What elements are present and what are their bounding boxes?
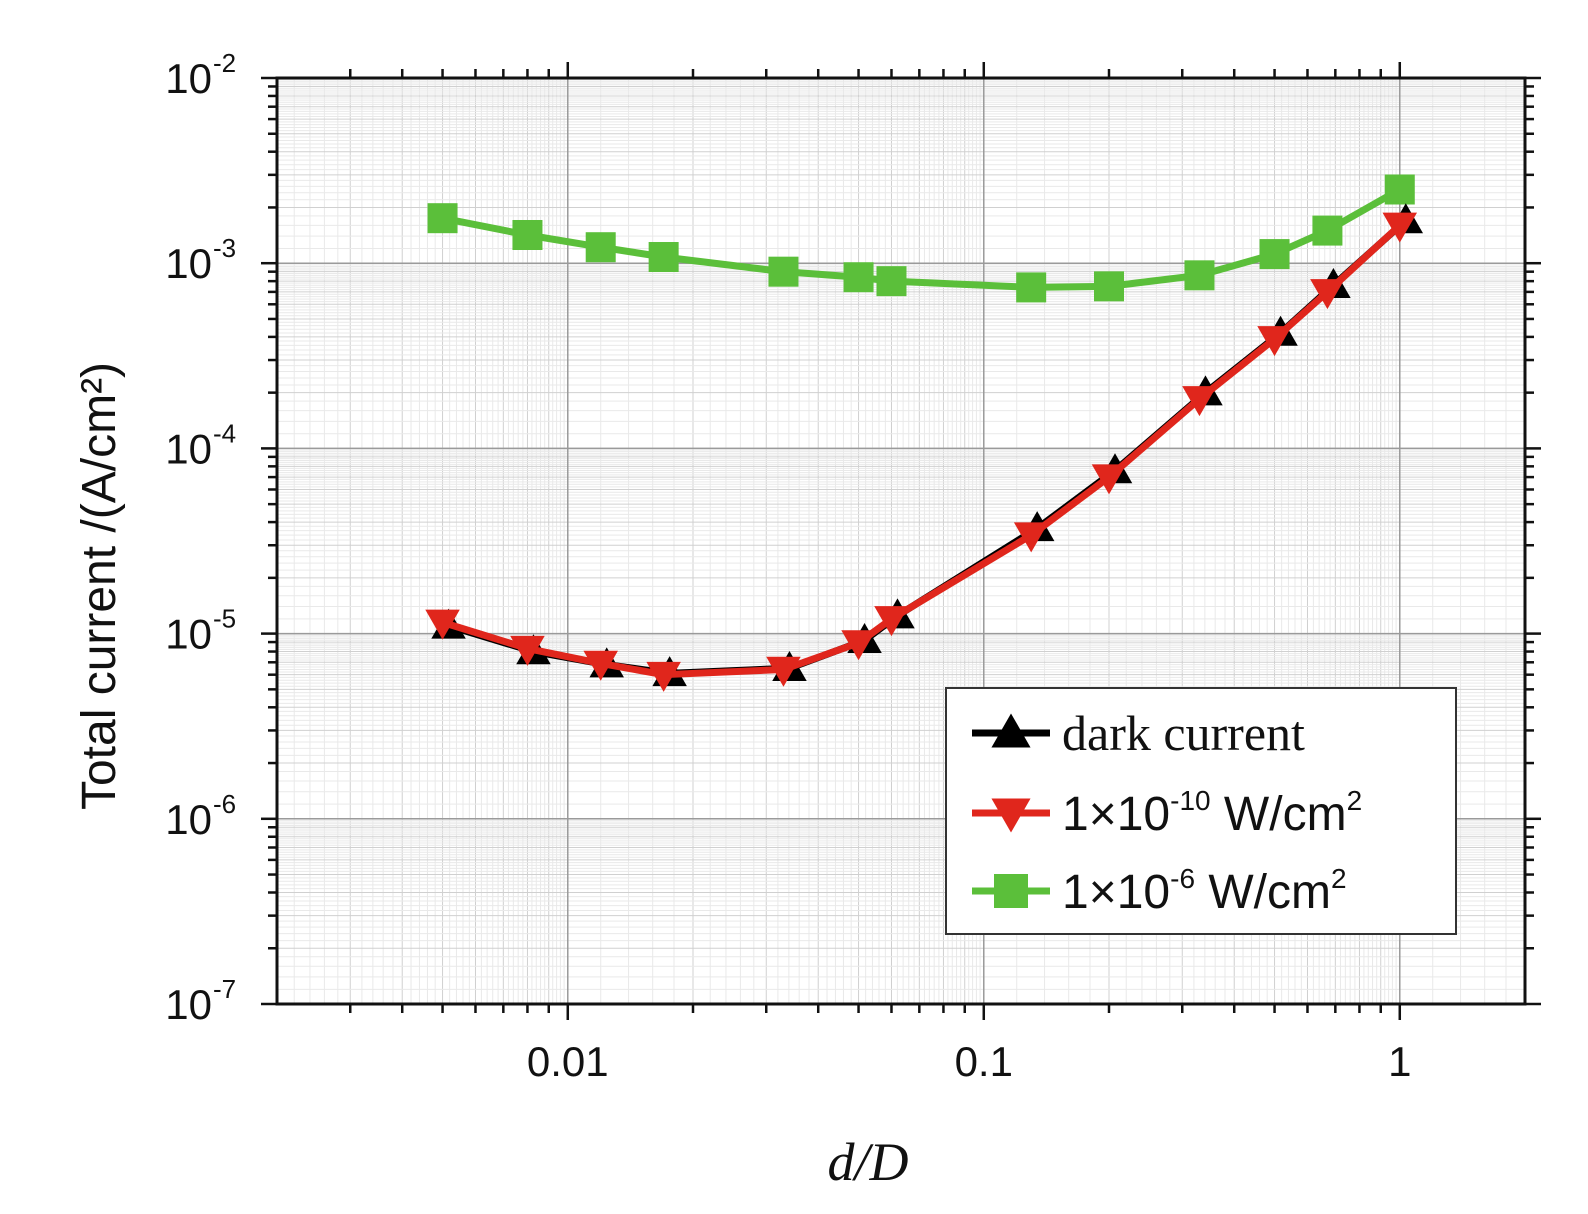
legend-marker: [991, 713, 1031, 748]
data-point: [1091, 464, 1127, 495]
y-tick-label: 10: [165, 55, 212, 102]
plot-frame: [275, 76, 1527, 1006]
y-tick-label: 10: [165, 981, 212, 1028]
legend: dark current 1×10-10 W/cm2 1×10-6 W/cm2: [945, 687, 1457, 935]
data-point: [876, 266, 907, 297]
data-point: [648, 242, 679, 273]
y-tick-label-exponent: -2: [213, 48, 236, 78]
legend-marker: [991, 798, 1031, 833]
data-point: [841, 630, 876, 661]
series-layer: [425, 174, 1424, 692]
data-point: [843, 262, 874, 293]
data-point: [874, 606, 909, 637]
data-point: [1094, 271, 1124, 302]
y-tick-label-exponent: -4: [213, 418, 236, 448]
series-1: [425, 212, 1418, 692]
data-point: [1312, 215, 1343, 246]
legend-label: 1×10-10 W/cm2: [1062, 785, 1362, 841]
y-tick-label: 10: [165, 425, 212, 472]
data-point: [512, 219, 543, 250]
series-line: [447, 217, 1409, 677]
data-point: [1257, 326, 1292, 357]
data-point: [1013, 522, 1049, 553]
data-point: [1259, 239, 1290, 270]
y-tick-label: 10: [165, 796, 212, 843]
data-point: [1384, 174, 1415, 205]
data-point: [425, 609, 460, 640]
x-tick-label: 1: [1388, 1038, 1411, 1085]
x-tick-label: 0.1: [955, 1038, 1013, 1085]
x-axis-label: d/D: [828, 1132, 909, 1192]
y-tick-label-exponent: -7: [213, 974, 236, 1004]
y-tick-label-exponent: -5: [213, 604, 236, 634]
y-tick-label-exponent: -3: [213, 233, 236, 263]
x-tick-label: 0.01: [527, 1038, 609, 1085]
data-point: [1382, 212, 1418, 243]
legend-marker: [994, 874, 1028, 908]
data-point: [1310, 279, 1345, 310]
legend-label: dark current: [1062, 705, 1305, 761]
data-point: [583, 650, 618, 681]
data-point: [768, 256, 799, 287]
y-tick-label: 10: [165, 611, 212, 658]
data-point: [1182, 386, 1217, 417]
tick-labels: 0.01 0.1 110-210-310-410-510-610-7: [165, 48, 1411, 1085]
data-point: [1016, 272, 1047, 303]
data-point: [427, 203, 458, 234]
y-tick-label-exponent: -6: [213, 789, 236, 819]
y-axis-label: Total current /(A/cm²): [73, 362, 126, 810]
y-tick-label: 10: [165, 240, 212, 287]
data-point: [510, 635, 545, 666]
data-point: [766, 656, 801, 687]
legend-label: 1×10-6 W/cm2: [1062, 863, 1347, 919]
data-point: [585, 232, 616, 263]
data-point: [646, 661, 681, 692]
data-point: [1184, 260, 1215, 291]
axes-layer: [261, 62, 1541, 1020]
series-2: [427, 174, 1415, 303]
